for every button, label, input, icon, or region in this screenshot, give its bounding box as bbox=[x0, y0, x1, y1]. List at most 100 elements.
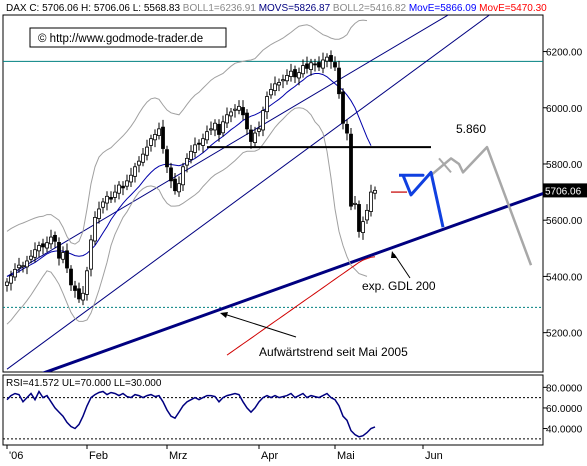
candle-body bbox=[129, 174, 133, 183]
time-tick-label: Mrz bbox=[169, 450, 187, 462]
candle-body bbox=[21, 265, 25, 268]
candle-body bbox=[101, 201, 105, 208]
candle-body bbox=[97, 208, 101, 219]
candle-body bbox=[241, 107, 245, 116]
price-tick-label: 6200.00 bbox=[546, 48, 583, 59]
candle-body bbox=[337, 67, 341, 95]
candle-body bbox=[313, 63, 317, 66]
candle-body bbox=[117, 184, 121, 194]
candle-body bbox=[41, 243, 45, 248]
candle-body bbox=[177, 183, 181, 193]
candle-body bbox=[157, 128, 161, 136]
candle-body bbox=[297, 72, 301, 79]
candle-body bbox=[213, 122, 217, 131]
candle-body bbox=[185, 157, 189, 166]
trend-arrow-head bbox=[220, 312, 228, 318]
candle-body bbox=[189, 150, 193, 160]
price-tick-label: 5800.00 bbox=[546, 160, 583, 171]
last-price-tag: 5706.06 bbox=[543, 183, 587, 198]
header-move2: MovE=5470.30 bbox=[479, 3, 547, 14]
rsi-label: RSI=41.572 UL=70.000 LL=30.000 bbox=[6, 378, 162, 389]
rsi-panel bbox=[2, 374, 544, 446]
bollinger-bands bbox=[6, 19, 368, 325]
candle-body bbox=[113, 191, 117, 198]
header-move1: MovE=5866.09 bbox=[409, 3, 477, 14]
candle-body bbox=[29, 255, 33, 260]
candle-body bbox=[197, 142, 201, 145]
candle-body bbox=[61, 252, 65, 260]
forecast-gray-marker bbox=[438, 157, 452, 174]
candle-body bbox=[105, 195, 109, 204]
candle-body bbox=[341, 91, 345, 124]
candle-body bbox=[301, 65, 305, 75]
candle-body bbox=[125, 180, 129, 187]
candle-body bbox=[73, 285, 77, 291]
candle-body bbox=[145, 146, 149, 156]
candle-body bbox=[309, 62, 313, 70]
candle-body bbox=[149, 138, 153, 146]
gdl-arrow-head bbox=[391, 251, 397, 258]
candle-body bbox=[233, 108, 237, 111]
candle-body bbox=[285, 75, 289, 82]
candle-body bbox=[37, 245, 41, 252]
ema-200-line bbox=[226, 256, 376, 356]
candle-body bbox=[273, 83, 277, 92]
candle-body bbox=[365, 209, 369, 221]
time-tick-label: Apr bbox=[261, 450, 278, 462]
price-axis: 5200.00 5400.00 5600.00 5800.00 6000.00 6200.… bbox=[543, 48, 583, 340]
candle-body bbox=[5, 281, 9, 286]
candle-body bbox=[33, 249, 37, 258]
candle-body bbox=[253, 132, 257, 144]
candle-body bbox=[173, 178, 177, 192]
rsi-axis: 40.0000 60.0000 80.0000 bbox=[543, 383, 583, 436]
time-tick-label: Feb bbox=[89, 450, 108, 462]
price-tick-label: 5400.00 bbox=[546, 272, 583, 283]
ema-200-line bbox=[226, 256, 376, 356]
time-tick-label: '06 bbox=[9, 450, 23, 462]
price-annotations bbox=[207, 145, 533, 338]
candle-body bbox=[57, 242, 61, 259]
candle-body bbox=[353, 202, 357, 205]
candle-body bbox=[81, 292, 85, 301]
candle-body bbox=[77, 288, 81, 300]
header-boll1: BOLL1=6236.91 bbox=[183, 3, 257, 14]
time-tick-label: Mai bbox=[337, 450, 355, 462]
candle-body bbox=[317, 62, 321, 68]
uptrend-line bbox=[41, 192, 543, 372]
candle-body bbox=[361, 221, 365, 233]
time-axis: '06 Feb Mrz Apr Mai Jun bbox=[6, 445, 443, 462]
candle-body bbox=[133, 166, 137, 177]
bollinger-upper bbox=[6, 19, 368, 245]
header-boll2: BOLL2=5416.82 bbox=[333, 3, 407, 14]
candle-body bbox=[69, 268, 73, 286]
candle-body bbox=[201, 138, 205, 146]
rsi-levels bbox=[3, 397, 543, 440]
candle-body bbox=[277, 82, 281, 86]
candle-body bbox=[205, 131, 209, 141]
candle-body bbox=[369, 191, 373, 212]
time-tick-label: Jun bbox=[425, 450, 443, 462]
candle-body bbox=[305, 63, 309, 69]
candle-body bbox=[261, 110, 265, 131]
candle-body bbox=[161, 126, 165, 149]
candle-body bbox=[249, 129, 253, 142]
candle-body bbox=[269, 89, 273, 96]
candle-body bbox=[237, 105, 241, 111]
last-price-value: 5706.06 bbox=[545, 186, 582, 197]
gdl-label: exp. GDL 200 bbox=[362, 279, 436, 293]
copyright-box bbox=[29, 27, 227, 48]
rsi-line bbox=[6, 389, 376, 438]
candle-body bbox=[329, 55, 333, 62]
rsi-tick-label: 80.0000 bbox=[546, 383, 583, 394]
candle-body bbox=[13, 268, 17, 278]
candles bbox=[5, 50, 377, 306]
candle-body bbox=[289, 70, 293, 77]
rsi-tick-label: 60.0000 bbox=[546, 404, 583, 415]
candle-body bbox=[85, 270, 89, 295]
forecast-blue-path bbox=[399, 170, 445, 228]
svg-text:DAX C: 5706.06 H: 5706.06 L: 5: DAX C: 5706.06 H: 5706.06 L: 5568.83 BOL… bbox=[6, 3, 547, 14]
trend-arrow bbox=[223, 313, 297, 338]
header-main: DAX C: 5706.06 H: 5706.06 L: 5568.83 bbox=[6, 3, 180, 14]
candle-body bbox=[325, 56, 329, 62]
candle-body bbox=[373, 189, 377, 194]
